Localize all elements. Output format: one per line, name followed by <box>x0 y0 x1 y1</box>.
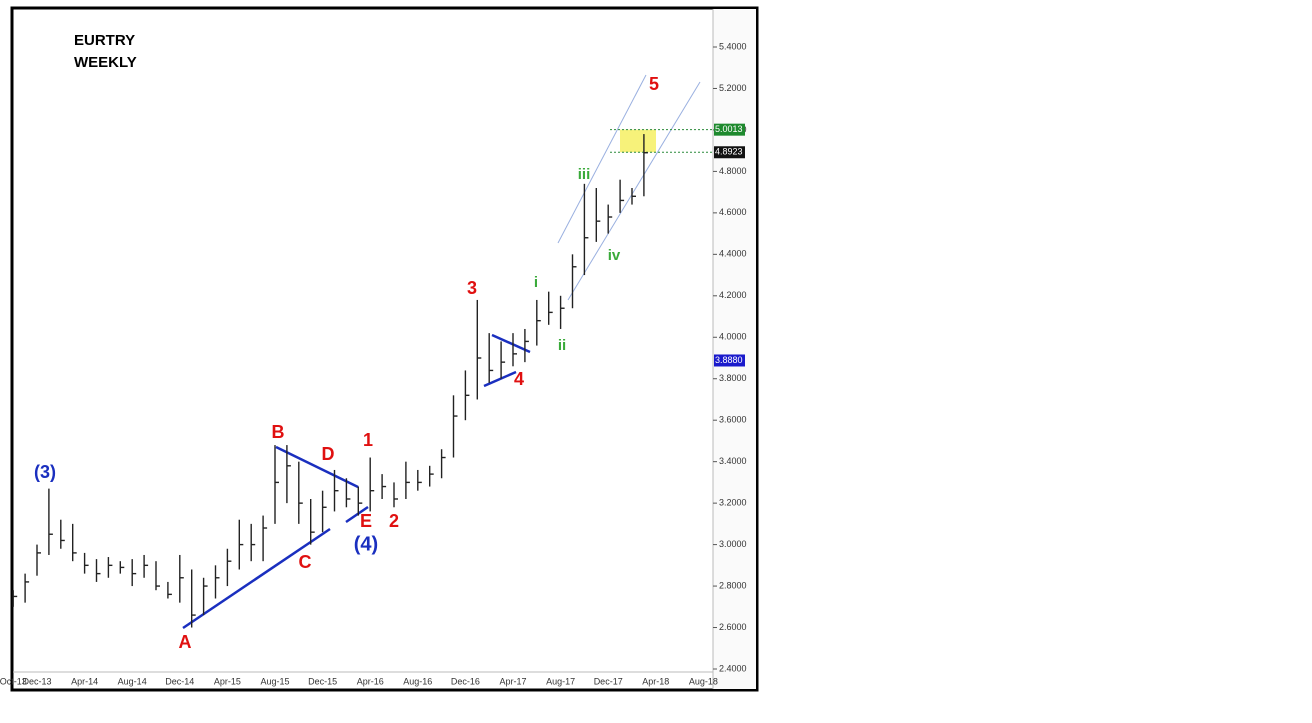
x-tick-label: Apr-14 <box>71 676 98 686</box>
wave-label: 3 <box>467 278 477 298</box>
x-tick-label: Dec-17 <box>594 676 623 686</box>
wave-label: 5 <box>649 74 659 94</box>
wave-label: C <box>299 552 312 572</box>
x-tick-label: Dec-14 <box>165 676 194 686</box>
x-tick-label: Aug-16 <box>403 676 432 686</box>
y-tick-label: 3.4000 <box>719 456 747 466</box>
y-tick-label: 2.4000 <box>719 663 747 673</box>
y-tick-label: 3.8000 <box>719 373 747 383</box>
price-axis-bg <box>713 9 756 689</box>
target-zone <box>620 129 656 153</box>
chart-title: EURTRY <box>74 32 135 49</box>
x-tick-label: Aug-14 <box>118 676 147 686</box>
wave-label: (4) <box>354 533 378 555</box>
y-tick-label: 3.6000 <box>719 415 747 425</box>
x-tick-label: Apr-16 <box>357 676 384 686</box>
y-tick-label: 4.6000 <box>719 207 747 217</box>
y-tick-label: 5.4000 <box>719 41 747 51</box>
x-tick-label: Oct-13 <box>0 676 27 686</box>
price-tag <box>714 146 745 159</box>
y-tick-label: 2.8000 <box>719 580 747 590</box>
x-tick-label: Dec-13 <box>22 676 51 686</box>
wave-label: iv <box>608 247 621 264</box>
wave-label: 4 <box>514 369 524 389</box>
wave-label: D <box>322 444 335 464</box>
x-tick-label: Apr-17 <box>499 676 526 686</box>
wave-label: ii <box>558 337 566 354</box>
y-tick-label: 3.0000 <box>719 539 747 549</box>
frame <box>10 6 759 692</box>
price-tag-label: 4.8923 <box>715 147 743 157</box>
x-tick-label: Apr-15 <box>214 676 241 686</box>
wave-label: 1 <box>363 430 373 450</box>
x-tick-label: Dec-16 <box>451 676 480 686</box>
chart-subtitle: WEEKLY <box>74 54 137 71</box>
x-tick-label: Aug-17 <box>546 676 575 686</box>
wave-label: 2 <box>389 511 399 531</box>
x-tick-label: Aug-18 <box>689 676 718 686</box>
x-tick-label: Apr-18 <box>642 676 669 686</box>
wave-label: iii <box>578 166 591 183</box>
y-tick-label: 2.6000 <box>719 622 747 632</box>
y-tick-label: 3.2000 <box>719 498 747 508</box>
x-tick-label: Dec-15 <box>308 676 337 686</box>
x-tick-label: Aug-15 <box>260 676 289 686</box>
y-tick-label: 4.8000 <box>719 166 747 176</box>
wave-label: B <box>272 422 285 442</box>
wave-label: (3) <box>34 462 56 482</box>
trendlines <box>182 333 531 630</box>
price-tag <box>714 354 745 367</box>
price-tag-label: 5.0013 <box>715 124 743 134</box>
wave-label: A <box>179 632 192 652</box>
y-tick-label: 4.2000 <box>719 290 747 300</box>
y-tick-label: 4.0000 <box>719 332 747 342</box>
y-tick-label: 4.4000 <box>719 249 747 259</box>
wave-label: i <box>534 274 538 291</box>
channel-lines <box>557 74 701 301</box>
y-tick-label: 5.2000 <box>719 83 747 93</box>
price-tag-label: 3.8880 <box>715 355 743 365</box>
price-tag <box>714 123 745 136</box>
wave-label: E <box>360 511 372 531</box>
